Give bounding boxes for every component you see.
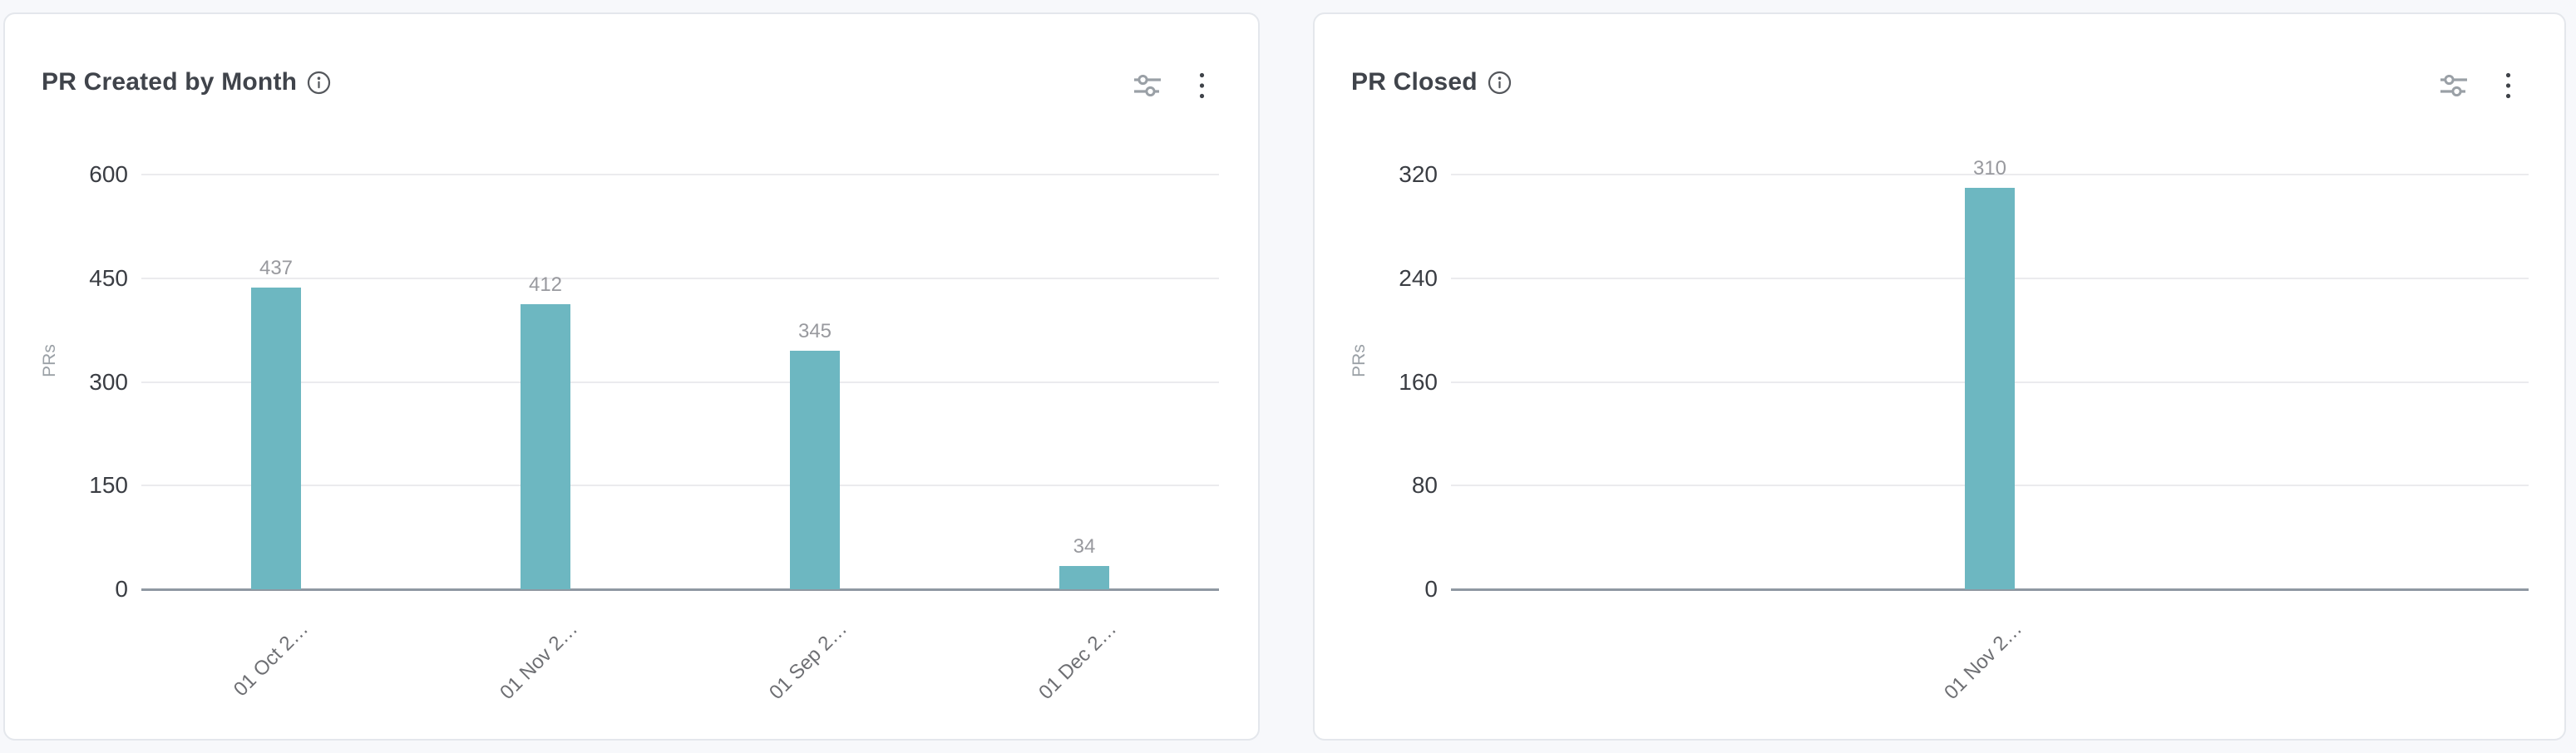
y-tick-label: 150	[89, 472, 128, 499]
x-tick-label: 01 Dec 2…	[1034, 618, 1122, 704]
chart-card-pr-created: PR Created by Month 0 150 300	[3, 12, 1260, 741]
bar-chart-pr-closed: 0 80 160 240 320 PRs 310 01 Nov 2…	[1315, 14, 2564, 739]
y-gridline	[141, 485, 1219, 487]
x-tick-label: 01 Oct 2…	[229, 618, 313, 701]
kebab-menu-icon[interactable]	[2505, 72, 2511, 99]
y-tick-label: 450	[89, 264, 128, 291]
sliders-icon[interactable]	[1134, 75, 1161, 96]
bar-value-label: 412	[528, 273, 563, 297]
y-tick-label: 300	[89, 368, 128, 395]
info-icon[interactable]	[1488, 71, 1512, 95]
y-axis-title: PRs	[1350, 344, 1369, 377]
y-tick-label: 160	[1399, 368, 1438, 395]
x-axis-line	[141, 588, 1219, 591]
y-gridline	[141, 277, 1219, 279]
y-tick-label: 240	[1399, 264, 1438, 291]
x-tick-label: 01 Nov 2…	[496, 618, 583, 704]
x-tick-label: 01 Sep 2…	[765, 618, 852, 705]
y-tick-label: 0	[115, 576, 128, 602]
y-tick-label: 80	[1411, 472, 1438, 499]
y-tick-label: 0	[1424, 576, 1438, 602]
bar-01 Nov 2…[interactable]	[1965, 187, 2015, 589]
bar-01 Sep 2…[interactable]	[790, 351, 840, 589]
y-axis-title: PRs	[40, 344, 59, 377]
bar-01 Nov 2…[interactable]	[521, 304, 570, 589]
card-actions	[1134, 69, 1205, 102]
bar-01 Oct 2…[interactable]	[251, 287, 301, 589]
card-header: PR Created by Month	[42, 62, 331, 102]
bar-01 Dec 2…[interactable]	[1059, 565, 1109, 589]
chart-card-pr-closed: PR Closed 0 80 160 240 320 PRs 31	[1313, 12, 2566, 741]
card-title: PR Closed	[1351, 68, 1478, 96]
x-tick-label: 01 Nov 2…	[1940, 618, 2027, 704]
card-title: PR Created by Month	[42, 68, 298, 96]
y-gridline	[141, 174, 1219, 175]
kebab-menu-icon[interactable]	[1199, 72, 1205, 99]
card-actions	[2440, 69, 2511, 102]
sliders-icon[interactable]	[2440, 75, 2467, 96]
y-gridline	[141, 381, 1219, 383]
bar-value-label: 345	[797, 320, 832, 343]
bar-chart-pr-created: 0 150 300 450 600 PRs 437 01 Oct 2… 412 01 Nov 2……	[5, 14, 1258, 739]
card-header: PR Closed	[1351, 62, 1512, 102]
bar-value-label: 310	[1972, 156, 2007, 180]
bar-value-label: 34	[1073, 534, 1096, 558]
y-gridline	[1451, 174, 2529, 175]
y-tick-label: 600	[89, 161, 128, 187]
y-tick-label: 320	[1399, 161, 1438, 187]
info-icon[interactable]	[307, 71, 331, 95]
bar-value-label: 437	[259, 256, 294, 279]
x-axis-line	[1451, 588, 2529, 591]
